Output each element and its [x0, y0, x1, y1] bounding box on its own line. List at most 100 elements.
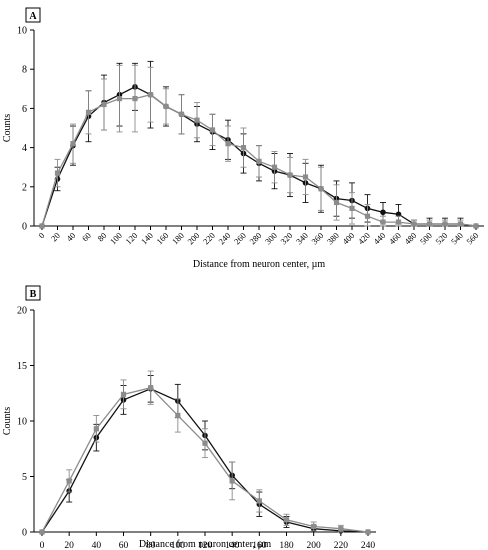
x-tick-label: 560 [464, 230, 480, 246]
x-tick-label: 240 [216, 230, 232, 246]
x-tick-label: 40 [64, 230, 77, 243]
x-axis-title: Distance from neuron center, µm [193, 259, 325, 270]
y-axis-title: Counts [2, 407, 13, 435]
y-tick-label: 6 [22, 104, 27, 115]
data-point [120, 391, 127, 397]
y-tick-label: 15 [17, 361, 27, 372]
panel-label: A [29, 11, 37, 22]
data-point [178, 111, 185, 117]
x-tick-label: 40 [92, 541, 102, 550]
data-point [271, 164, 278, 170]
x-tick-label: 420 [356, 230, 372, 246]
data-point [202, 440, 208, 446]
x-tick-label: 140 [139, 230, 155, 246]
x-tick-label: 400 [340, 230, 356, 246]
series-line [41, 388, 369, 533]
data-point [411, 221, 417, 227]
data-point [147, 92, 154, 98]
x-tick-label: 460 [387, 230, 403, 246]
y-tick-label: 2 [22, 182, 27, 193]
panel-label-box [25, 7, 41, 23]
x-tick-label: 300 [263, 230, 279, 246]
panel-label-box [25, 285, 41, 301]
x-tick-label: 20 [64, 541, 74, 550]
x-tick-label: 500 [418, 230, 434, 246]
x-tick-label: 220 [201, 230, 217, 246]
y-tick-label: 20 [17, 306, 27, 317]
data-point [338, 526, 344, 532]
data-point [148, 385, 154, 391]
data-point [380, 219, 386, 225]
data-point [39, 529, 45, 535]
y-tick-label: 0 [22, 222, 27, 233]
data-point [132, 96, 138, 102]
x-tick-label: 20 [49, 230, 62, 243]
y-tick-label: 10 [17, 26, 27, 37]
data-point [66, 478, 72, 484]
data-point [194, 117, 200, 123]
panel-label: B [30, 289, 37, 300]
data-point [395, 211, 402, 218]
data-point [333, 199, 340, 206]
x-tick-label: 320 [278, 230, 294, 246]
data-point [380, 209, 386, 216]
data-point [70, 141, 76, 147]
x-tick-label: 220 [334, 541, 349, 550]
x-tick-label: 120 [198, 541, 213, 550]
data-point [442, 221, 448, 227]
data-point [225, 141, 231, 147]
data-point [364, 213, 371, 219]
x-tick-label: 160 [154, 230, 170, 246]
x-tick-label: 280 [247, 230, 263, 246]
x-tick-label: 260 [232, 230, 248, 246]
x-tick-label: 0 [40, 541, 45, 550]
data-point [240, 145, 247, 151]
x-tick-label: 480 [402, 230, 418, 246]
data-point [395, 219, 402, 225]
data-point [256, 158, 262, 164]
x-tick-label: 160 [252, 541, 267, 550]
x-tick-label: 140 [225, 541, 240, 550]
x-tick-label: 340 [294, 230, 310, 246]
x-axis-title: Distance from neuron center, µm [139, 539, 271, 550]
data-point [318, 186, 324, 192]
data-point [287, 172, 293, 178]
x-tick-label: 60 [119, 541, 129, 550]
x-tick-label: 360 [309, 230, 325, 246]
data-point [311, 523, 317, 530]
y-tick-label: 0 [22, 528, 27, 539]
series-2 [39, 370, 371, 535]
data-point [473, 223, 479, 229]
y-axis-title: Counts [2, 114, 13, 142]
y-tick-label: 5 [22, 472, 27, 483]
data-point [457, 221, 464, 227]
data-point [116, 96, 123, 102]
x-tick-label: 80 [146, 541, 156, 550]
data-point [163, 103, 169, 110]
x-tick-label: 440 [371, 230, 387, 246]
x-tick-label: 100 [171, 541, 186, 550]
data-point [54, 170, 61, 176]
data-point [175, 412, 181, 419]
x-tick-label: 80 [95, 230, 108, 243]
series-line [41, 386, 369, 533]
data-point [229, 478, 235, 484]
x-tick-label: 0 [36, 230, 46, 240]
data-point [365, 529, 371, 535]
data-point [349, 205, 355, 211]
x-tick-label: 240 [361, 541, 376, 550]
data-point [302, 174, 309, 180]
data-point [93, 426, 99, 432]
x-tick-label: 380 [325, 230, 341, 246]
x-tick-label: 520 [433, 230, 449, 246]
x-tick-label: 180 [279, 541, 294, 550]
x-tick-label: 100 [108, 230, 124, 246]
x-tick-label: 200 [307, 541, 322, 550]
data-point [256, 498, 262, 504]
series-2 [39, 64, 479, 229]
data-point [85, 109, 92, 115]
data-point [39, 223, 45, 229]
